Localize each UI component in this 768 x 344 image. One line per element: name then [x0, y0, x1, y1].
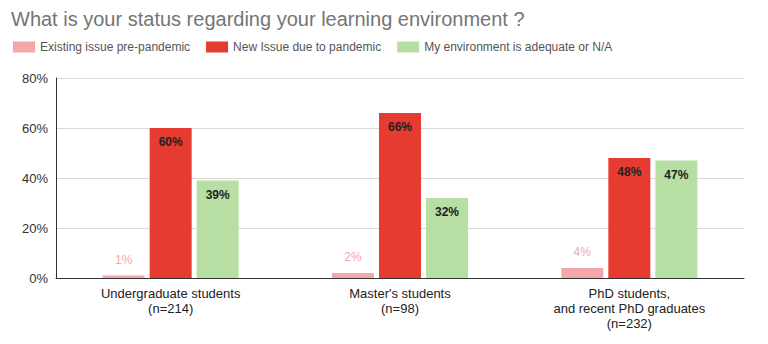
svg-text:Existing issue pre-pandemic: Existing issue pre-pandemic [40, 40, 190, 54]
svg-text:66%: 66% [388, 120, 412, 134]
svg-text:60%: 60% [22, 121, 48, 136]
svg-text:20%: 20% [22, 221, 48, 236]
svg-text:47%: 47% [664, 168, 688, 182]
svg-text:80%: 80% [22, 71, 48, 86]
svg-text:and recent PhD graduates: and recent PhD graduates [553, 301, 705, 316]
svg-text:(n=214): (n=214) [148, 301, 193, 316]
svg-text:1%: 1% [115, 253, 133, 267]
svg-text:(n=232): (n=232) [607, 316, 652, 331]
svg-text:0%: 0% [29, 271, 48, 286]
svg-text:(n=98): (n=98) [381, 301, 419, 316]
svg-text:32%: 32% [435, 205, 459, 219]
svg-text:Master's students: Master's students [349, 286, 451, 301]
svg-text:60%: 60% [159, 135, 183, 149]
svg-text:4%: 4% [574, 245, 592, 259]
svg-text:My environment is adequate or: My environment is adequate or N/A [424, 40, 612, 54]
svg-text:2%: 2% [344, 250, 362, 264]
svg-text:40%: 40% [22, 171, 48, 186]
svg-text:48%: 48% [617, 165, 641, 179]
svg-text:PhD students,: PhD students, [589, 286, 671, 301]
svg-text:What is your status regarding: What is your status regarding your learn… [11, 8, 525, 30]
svg-text:Undergraduate students: Undergraduate students [101, 286, 241, 301]
svg-text:New Issue due to pandemic: New Issue due to pandemic [233, 40, 381, 54]
svg-text:39%: 39% [206, 188, 230, 202]
